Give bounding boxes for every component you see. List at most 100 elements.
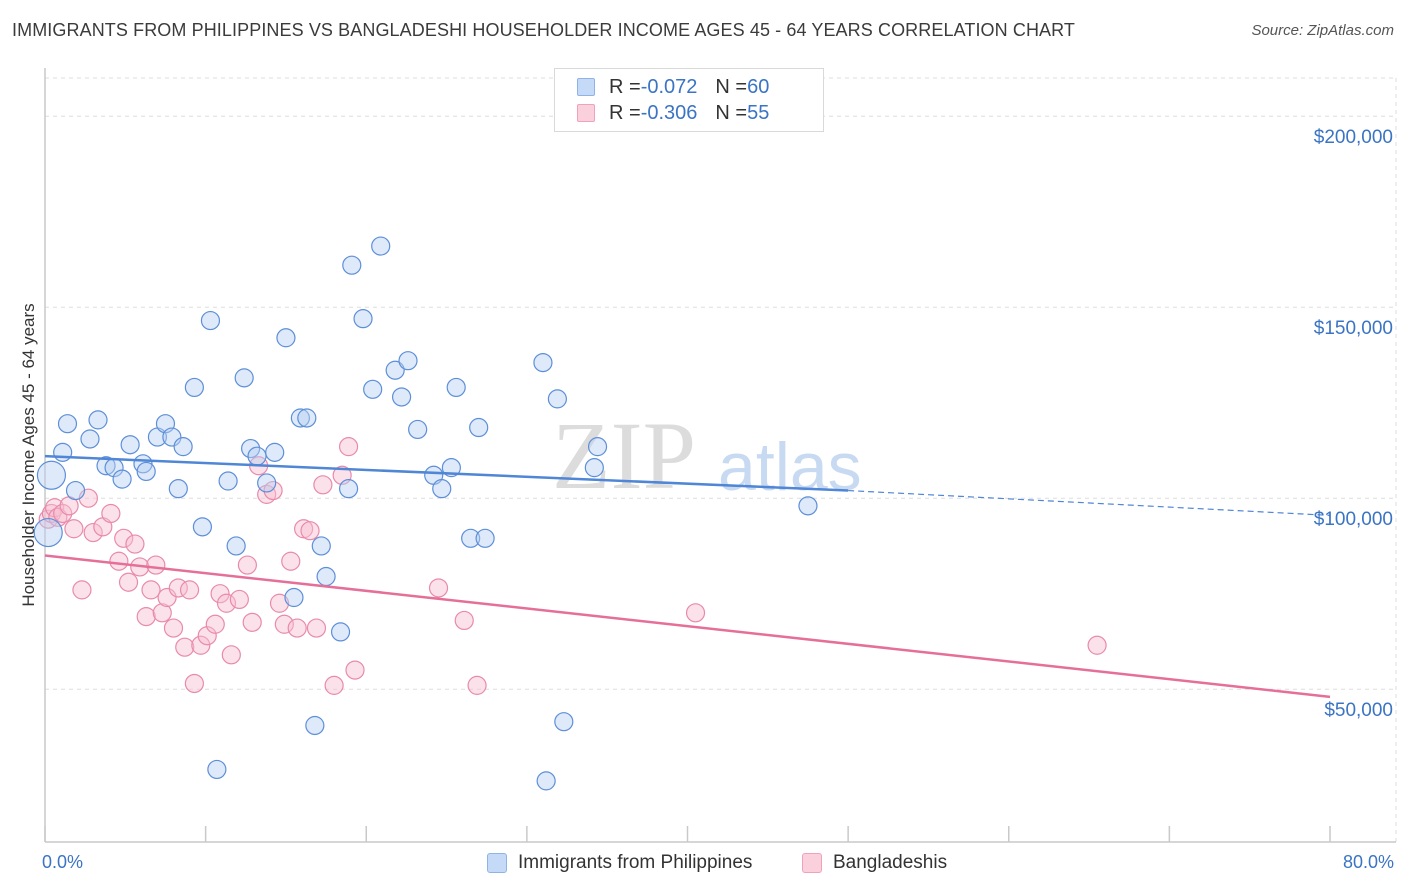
data-point [191,635,211,655]
data-point [363,379,383,399]
legend-n-value: 60 [747,75,770,98]
data-point [475,528,495,548]
data-point [385,360,405,380]
data-point [371,236,391,256]
data-point [88,410,108,430]
legend-item-bangladeshis[interactable]: Bangladeshis [802,852,947,874]
data-point [173,437,193,457]
data-point [141,580,161,600]
watermark-zip: ZIP [552,402,696,509]
legend-r-value: -0.072 [640,75,698,98]
data-point [257,473,277,493]
data-point [101,503,121,524]
data-point [136,461,156,482]
data-point [216,593,237,613]
data-point [798,496,818,516]
data-point [311,536,331,556]
data-point [281,551,301,571]
data-point [305,715,325,736]
data-point [269,593,290,613]
data-point [192,517,213,537]
data-point [391,387,412,407]
y-tick-label: $200,000 [1314,127,1393,148]
series-legend: Immigrants from Philippines Bangladeshis [0,852,1406,878]
legend-label-philippines: Immigrants from Philippines [518,852,753,873]
data-point [290,408,310,428]
philippines-points [33,236,818,791]
data-point [547,389,567,409]
data-point [226,536,246,556]
data-point [109,551,129,571]
data-point [33,517,63,548]
data-point [587,437,608,457]
data-point [179,580,200,600]
data-point [218,471,238,491]
data-point [175,637,195,657]
data-point [330,622,351,642]
data-point [114,528,134,548]
x-tick-label-min: 0.0% [42,852,84,872]
data-point [234,368,254,388]
data-point [229,589,249,610]
y-tick-label: $150,000 [1314,318,1393,339]
legend-swatch-bangladeshis [802,853,822,873]
y-tick-label: $100,000 [1314,509,1393,530]
bangladeshis-points [38,437,1107,695]
data-point [353,309,373,329]
legend-swatch-bangladeshis [577,104,595,122]
data-point [197,626,217,646]
data-point [265,442,285,462]
data-point [125,534,145,554]
legend-row-philippines: R = -0.072 N = 60 [577,75,769,99]
data-point [146,555,166,575]
data-point [469,417,489,438]
legend-item-philippines[interactable]: Immigrants from Philippines [487,852,752,874]
data-point [53,442,73,462]
legend-r-label: R = [609,101,641,124]
data-point [80,429,100,449]
data-point [338,437,359,457]
data-point [446,377,466,398]
chart-title: IMMIGRANTS FROM PHILIPPINES VS BANGLADES… [12,20,1076,40]
watermark: ZIP atlas [552,402,862,509]
source-label: Source: ZipAtlas.com [1251,22,1394,39]
data-point [221,645,241,665]
data-point [345,660,365,680]
data-point [536,771,556,791]
data-point [454,610,474,631]
legend-n-label: N = [715,75,748,98]
data-point [276,328,296,348]
data-point [297,408,317,428]
data-point [242,612,262,632]
data-point [112,469,132,489]
data-point [96,456,116,476]
data-point [467,675,487,695]
data-point [584,458,604,478]
data-point [65,480,86,501]
data-point [168,479,188,499]
data-point [554,712,574,732]
data-point [284,587,304,608]
data-point [685,603,706,623]
data-point [338,479,359,499]
correlation-legend: R = -0.072 N = 60 R = -0.306 N = 55 [554,68,824,132]
data-point [306,618,327,638]
data-point [287,618,307,638]
data-point [207,759,227,780]
data-point [57,414,78,434]
data-point [53,503,73,524]
y-tick-label: $50,000 [1324,700,1393,721]
legend-r-label: R = [609,75,641,98]
data-point [313,475,333,495]
data-point [163,618,184,638]
axes [44,68,1396,843]
legend-swatch-philippines [577,78,595,96]
data-point [64,519,84,539]
data-point [120,435,140,455]
trend-line-philippines [44,454,849,492]
data-point [205,614,225,634]
data-point [200,310,221,331]
data-point [533,352,553,373]
data-point [428,578,449,598]
